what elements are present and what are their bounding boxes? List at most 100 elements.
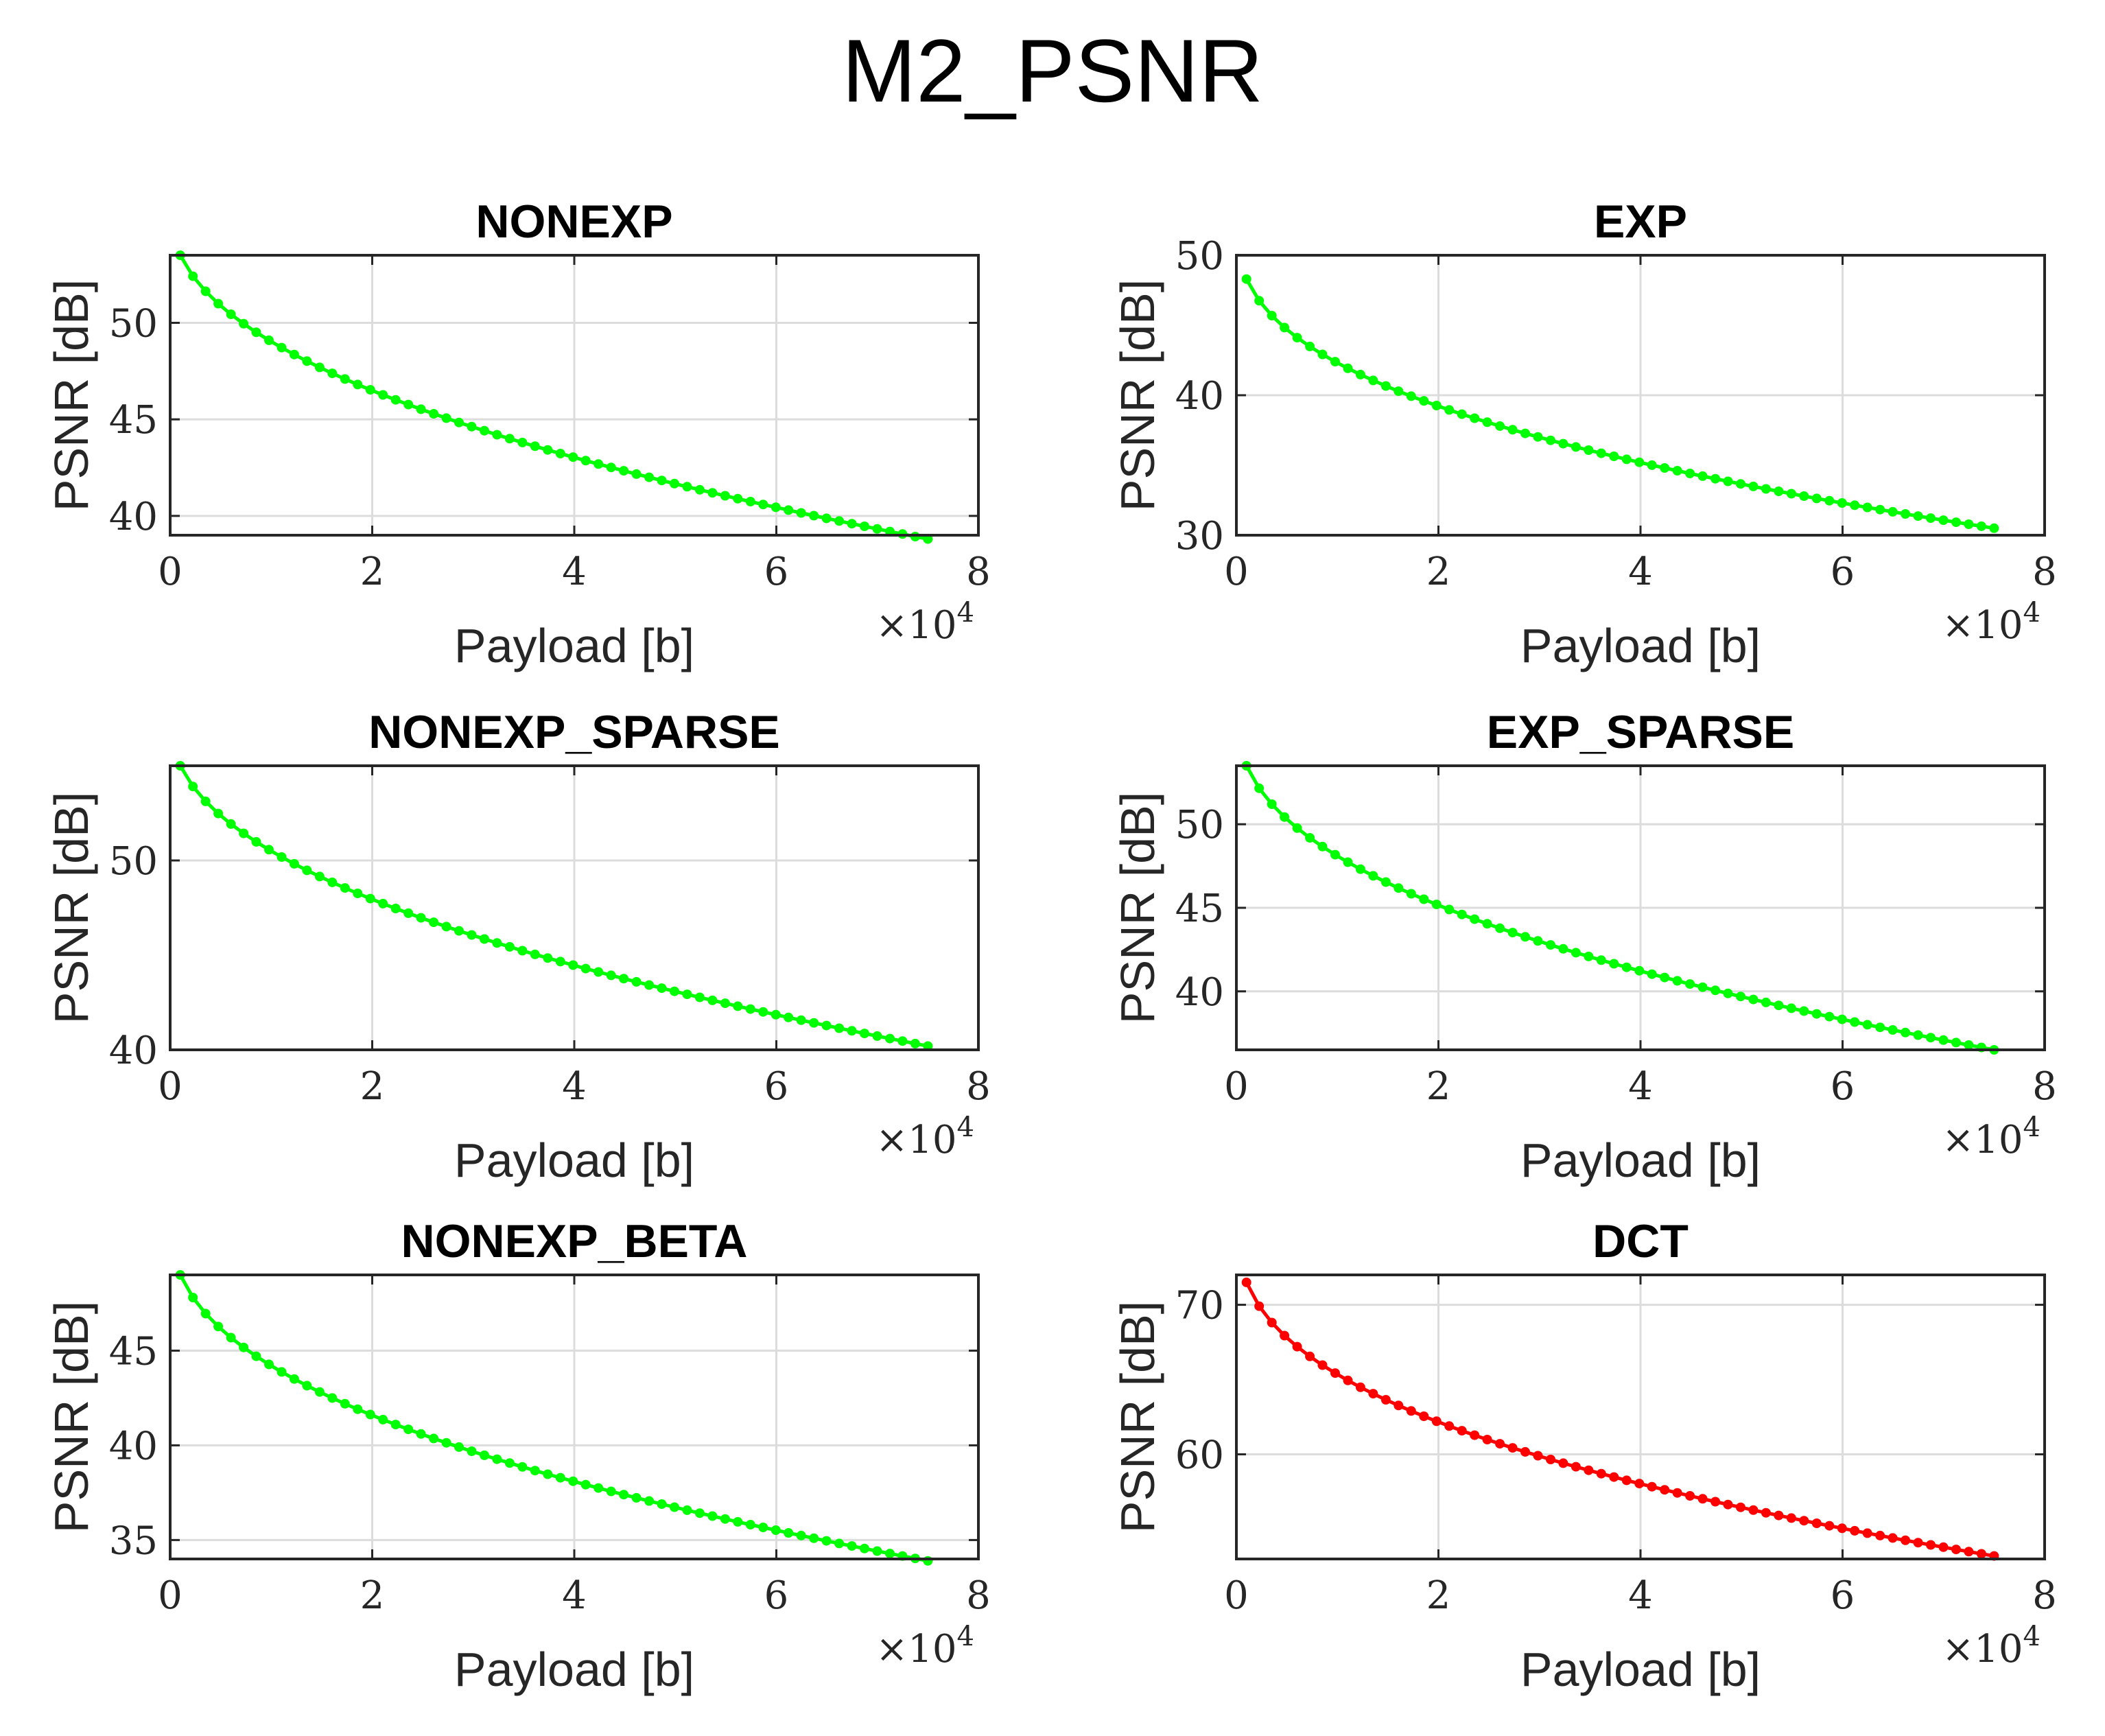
data-point	[1520, 1446, 1530, 1457]
data-point	[809, 1533, 819, 1543]
data-point	[1406, 1406, 1416, 1416]
data-point	[1546, 940, 1555, 950]
data-point	[682, 989, 692, 1000]
data-point	[1368, 1389, 1378, 1399]
data-point	[1824, 1521, 1835, 1531]
data-point	[1419, 1411, 1429, 1421]
data-point	[1482, 1435, 1492, 1444]
data-point	[327, 877, 338, 887]
data-point	[1355, 369, 1365, 379]
data-point	[1571, 1462, 1581, 1472]
data-point	[733, 1516, 743, 1527]
data-point	[872, 1031, 882, 1041]
data-point	[1761, 484, 1771, 494]
data-point	[1406, 391, 1416, 401]
data-point	[1317, 1360, 1328, 1370]
data-point	[188, 271, 198, 281]
data-point	[1774, 1510, 1784, 1521]
data-point	[1317, 841, 1328, 852]
data-point	[1254, 783, 1265, 793]
data-point	[1380, 381, 1391, 391]
data-point	[1697, 1494, 1708, 1504]
y-tick-label: 50	[1175, 234, 1224, 279]
data-point	[289, 1374, 299, 1384]
data-point	[771, 1525, 781, 1535]
x-axis-label: Payload [b]	[454, 619, 694, 672]
data-point	[631, 469, 642, 479]
data-point	[1723, 988, 1733, 998]
data-point	[1546, 435, 1555, 445]
data-point	[1824, 1011, 1835, 1022]
x-tick-label: 0	[1224, 550, 1249, 594]
data-point	[1470, 914, 1480, 924]
data-point	[1811, 1518, 1822, 1528]
y-tick-label: 40	[1175, 374, 1224, 419]
data-point	[1774, 1000, 1784, 1011]
data-point	[720, 1514, 730, 1524]
data-point	[1507, 1443, 1518, 1453]
subplot-title: NONEXP	[475, 196, 672, 248]
data-point	[619, 466, 629, 476]
data-point	[1482, 919, 1492, 929]
data-point	[568, 452, 578, 462]
y-tick-label: 40	[109, 1029, 158, 1073]
data-point	[771, 502, 781, 513]
x-tick-label: 4	[562, 1573, 587, 1618]
data-point	[1938, 1035, 1949, 1045]
data-point	[530, 949, 540, 959]
data-point	[1697, 982, 1708, 992]
x-tick-label: 8	[966, 1064, 991, 1109]
y-tick-label: 50	[109, 839, 158, 884]
data-point	[1507, 928, 1518, 938]
x-tick-label: 6	[764, 550, 789, 594]
data-point	[1317, 349, 1328, 360]
data-point	[1685, 979, 1695, 989]
data-point	[1697, 471, 1708, 481]
data-point	[1748, 994, 1759, 1005]
data-point	[200, 1309, 211, 1319]
data-point	[1558, 1458, 1568, 1468]
data-point	[1241, 274, 1251, 284]
data-point	[631, 976, 642, 987]
data-point	[543, 445, 553, 455]
y-tick-label: 40	[109, 1424, 158, 1468]
data-point	[1280, 812, 1290, 822]
data-point	[1964, 1547, 1974, 1557]
data-point	[1824, 495, 1835, 506]
x-tick-label: 4	[1628, 550, 1653, 594]
data-point	[1672, 1488, 1682, 1498]
data-point	[809, 1018, 819, 1028]
data-point	[682, 482, 692, 492]
data-point	[1837, 498, 1847, 508]
data-point	[390, 1420, 401, 1430]
data-point	[606, 1486, 616, 1497]
data-point	[1685, 469, 1695, 478]
data-point	[1964, 1040, 1974, 1050]
subplot-nonexp-beta: 0 2 4 6 8 35 40 45 NONEXP_BETA Payload [b] PSNR [d…	[45, 1215, 991, 1696]
x-axis-label: Payload [b]	[454, 1643, 694, 1696]
data-point	[1431, 1416, 1442, 1427]
data-point	[796, 1015, 806, 1025]
data-point	[745, 1004, 755, 1014]
data-point	[1875, 504, 1885, 515]
data-point	[1571, 948, 1581, 958]
data-point	[1736, 1502, 1745, 1512]
data-point	[1660, 972, 1670, 983]
data-point	[670, 986, 679, 996]
data-point	[1330, 1368, 1340, 1379]
data-point	[1558, 943, 1568, 954]
data-point	[555, 957, 565, 967]
data-point	[1609, 1472, 1619, 1482]
data-point	[340, 374, 350, 384]
x-exponent-label: ×104	[1942, 597, 2041, 648]
data-point	[302, 356, 312, 366]
data-point	[264, 845, 274, 855]
x-tick-label: 8	[2032, 550, 2057, 594]
data-point	[1343, 857, 1353, 867]
data-point	[619, 1490, 629, 1500]
data-point	[504, 941, 515, 952]
data-point	[1748, 481, 1759, 491]
data-point	[1938, 1542, 1949, 1552]
data-point	[784, 505, 794, 515]
data-point	[327, 368, 338, 379]
